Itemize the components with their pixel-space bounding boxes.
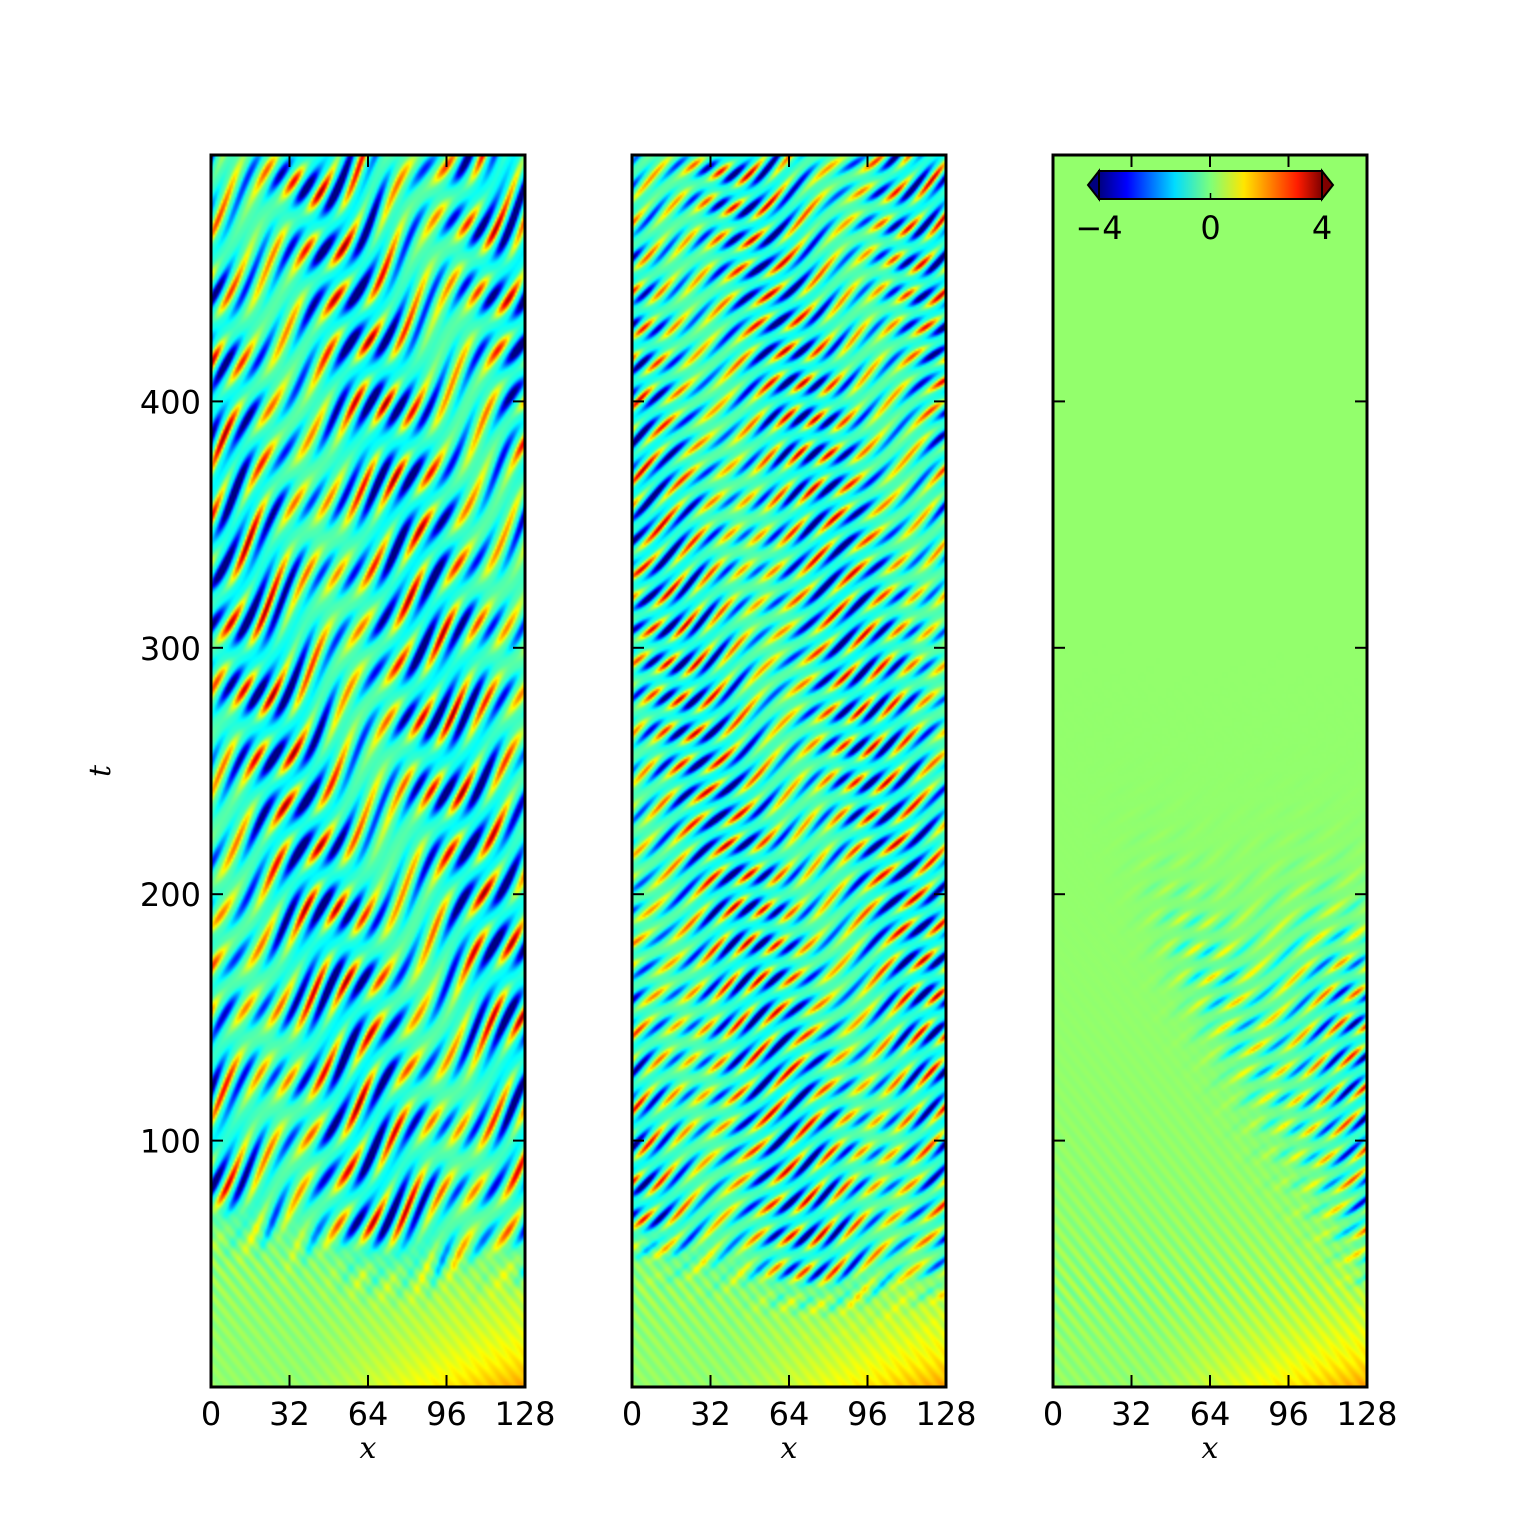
panel-1-xlabel: x — [360, 1431, 377, 1466]
colorbar-tick-label: 0 — [1200, 209, 1220, 247]
x-tick-label: 64 — [769, 1395, 810, 1433]
x-tick-label: 128 — [915, 1395, 976, 1433]
y-tick-label: 200 — [140, 876, 201, 914]
x-tick-label: 32 — [269, 1395, 310, 1433]
colorbar-ticks: −4 0 4 — [1075, 193, 1332, 247]
x-tick-label: 64 — [1190, 1395, 1231, 1433]
x-tick-label: 0 — [1043, 1395, 1063, 1433]
x-tick-label: 128 — [494, 1395, 555, 1433]
panel-2-field — [632, 155, 946, 1387]
x-tick-label: 96 — [1268, 1395, 1309, 1433]
colorbar-tick-label: −4 — [1075, 209, 1122, 247]
x-tick-label: 32 — [690, 1395, 731, 1433]
x-tick-label: 96 — [847, 1395, 888, 1433]
panel-2-xlabel: x — [781, 1431, 798, 1466]
panel-3-field — [1053, 155, 1367, 1387]
x-tick-label: 0 — [201, 1395, 221, 1433]
colorbar: −4 0 4 — [1075, 168, 1335, 247]
panel-1-ticks: 0 32 64 96 128 100 200 300 400 — [140, 155, 556, 1433]
x-tick-label: 0 — [622, 1395, 642, 1433]
panel-1: 0 32 64 96 128 100 200 300 400 x t — [83, 153, 556, 1466]
x-tick-label: 64 — [348, 1395, 389, 1433]
x-tick-label: 96 — [426, 1395, 467, 1433]
panel-3-ticks: 0 32 64 96 128 — [1043, 155, 1398, 1433]
y-tick-label: 300 — [140, 630, 201, 668]
y-tick-label: 400 — [140, 383, 201, 421]
panel-3: 0 32 64 96 128 x — [1043, 153, 1398, 1466]
panel-2: 0 32 64 96 128 x — [622, 153, 977, 1466]
x-tick-label: 128 — [1336, 1395, 1397, 1433]
panel-1-field — [211, 155, 525, 1387]
x-tick-label: 32 — [1111, 1395, 1152, 1433]
y-tick-label: 100 — [140, 1123, 201, 1161]
colorbar-tick-label: 4 — [1312, 209, 1332, 247]
panel-2-ticks: 0 32 64 96 128 — [622, 155, 977, 1433]
panel-1-ylabel: t — [83, 764, 118, 777]
panel-3-xlabel: x — [1202, 1431, 1219, 1466]
